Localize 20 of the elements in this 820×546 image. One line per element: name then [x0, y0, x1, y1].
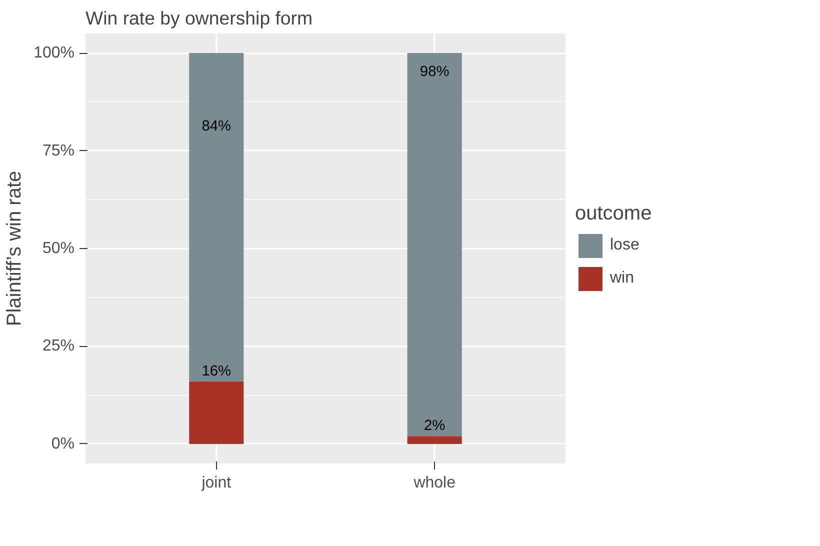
y-tick-label: 25% — [42, 338, 75, 355]
y-axis-title: Plaintiff’s win rate — [4, 170, 26, 326]
data-label: 16% — [202, 363, 232, 380]
x-tick-label: joint — [200, 474, 232, 492]
legend-label: lose — [610, 236, 640, 254]
bar — [189, 381, 244, 444]
y-tick-label: 50% — [42, 240, 75, 257]
data-label: 2% — [424, 418, 446, 434]
y-tick-label: 0% — [51, 435, 74, 452]
data-label: 84% — [202, 118, 232, 135]
bar — [189, 53, 244, 382]
x-tick-label: whole — [412, 474, 456, 492]
legend-label: win — [610, 270, 634, 288]
chart-title: Win rate by ownership form — [86, 8, 313, 28]
bar — [407, 53, 462, 436]
y-tick-label: 100% — [34, 44, 74, 62]
legend-title: outcome — [575, 202, 652, 226]
data-label: 98% — [420, 64, 450, 80]
bar — [407, 436, 462, 444]
y-tick-label: 75% — [42, 142, 75, 160]
